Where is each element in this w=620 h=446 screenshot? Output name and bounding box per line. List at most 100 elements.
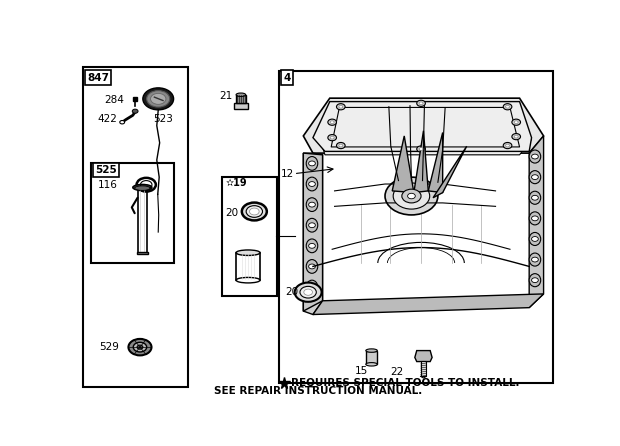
Circle shape	[128, 339, 151, 355]
Circle shape	[385, 177, 438, 215]
Bar	[236, 253, 260, 280]
Circle shape	[120, 120, 125, 124]
Circle shape	[531, 216, 538, 221]
Bar	[136, 252, 148, 254]
Text: 15: 15	[355, 366, 368, 376]
Circle shape	[417, 146, 425, 152]
Ellipse shape	[306, 219, 318, 232]
Circle shape	[419, 102, 423, 105]
Ellipse shape	[135, 186, 150, 190]
Circle shape	[337, 103, 345, 110]
Circle shape	[309, 223, 316, 227]
Circle shape	[531, 236, 538, 241]
Circle shape	[503, 103, 512, 110]
Text: 523: 523	[153, 115, 174, 124]
Bar	[91, 163, 174, 263]
Circle shape	[531, 257, 538, 262]
Polygon shape	[303, 153, 322, 314]
Text: REQUIRES SPECIAL TOOLS TO INSTALL.: REQUIRES SPECIAL TOOLS TO INSTALL.	[291, 377, 520, 388]
Bar	[236, 95, 246, 103]
Circle shape	[309, 182, 316, 186]
Text: eReplacementParts.com: eReplacementParts.com	[241, 229, 394, 242]
Circle shape	[309, 161, 316, 166]
Circle shape	[512, 133, 521, 140]
Bar	[83, 67, 188, 387]
Circle shape	[328, 119, 337, 125]
Text: 20: 20	[226, 208, 239, 218]
Text: 284: 284	[104, 95, 124, 105]
Ellipse shape	[366, 363, 378, 366]
Circle shape	[531, 154, 538, 159]
Ellipse shape	[306, 198, 318, 211]
Circle shape	[417, 100, 425, 107]
Circle shape	[246, 206, 262, 217]
Circle shape	[137, 345, 143, 349]
Circle shape	[514, 121, 518, 124]
Ellipse shape	[133, 184, 152, 190]
Circle shape	[407, 193, 415, 199]
Ellipse shape	[529, 171, 541, 184]
Circle shape	[531, 175, 538, 180]
Polygon shape	[433, 146, 467, 198]
Polygon shape	[303, 98, 544, 153]
Circle shape	[393, 183, 430, 209]
Ellipse shape	[529, 253, 541, 266]
Circle shape	[249, 208, 259, 215]
Text: 529: 529	[100, 342, 120, 352]
Circle shape	[503, 142, 512, 149]
Circle shape	[506, 144, 510, 147]
Circle shape	[330, 136, 334, 139]
Circle shape	[506, 105, 510, 108]
Text: 12: 12	[281, 169, 294, 179]
Circle shape	[337, 142, 345, 149]
Polygon shape	[428, 132, 443, 193]
Bar	[222, 177, 277, 296]
Circle shape	[402, 189, 421, 203]
Polygon shape	[313, 102, 531, 151]
Circle shape	[132, 109, 138, 113]
Text: 422: 422	[98, 115, 118, 124]
Circle shape	[512, 119, 521, 125]
Text: 22: 22	[390, 367, 403, 377]
Polygon shape	[320, 106, 531, 155]
Polygon shape	[313, 294, 544, 314]
Bar	[234, 103, 248, 109]
Text: 21: 21	[219, 91, 232, 101]
Ellipse shape	[306, 280, 318, 294]
Circle shape	[147, 91, 170, 107]
Text: 116: 116	[98, 180, 118, 190]
Ellipse shape	[236, 250, 260, 256]
Text: 20: 20	[286, 287, 299, 297]
Circle shape	[133, 343, 147, 352]
Polygon shape	[303, 153, 322, 311]
Circle shape	[419, 148, 423, 150]
Circle shape	[242, 202, 267, 220]
Bar	[279, 70, 553, 383]
Circle shape	[531, 278, 538, 283]
Ellipse shape	[529, 212, 541, 225]
Ellipse shape	[529, 191, 541, 204]
Circle shape	[143, 88, 174, 110]
Ellipse shape	[306, 239, 318, 253]
Circle shape	[339, 144, 343, 147]
Circle shape	[300, 286, 316, 298]
Text: 525: 525	[95, 165, 117, 174]
Ellipse shape	[366, 349, 378, 352]
Circle shape	[328, 135, 337, 141]
Circle shape	[151, 93, 166, 104]
Circle shape	[309, 244, 316, 248]
Circle shape	[514, 135, 518, 138]
Ellipse shape	[236, 277, 260, 283]
Polygon shape	[392, 136, 414, 193]
Circle shape	[309, 264, 316, 269]
Polygon shape	[415, 351, 432, 362]
Text: 4: 4	[283, 73, 291, 83]
Circle shape	[339, 105, 343, 108]
Text: 847: 847	[87, 73, 109, 83]
Circle shape	[309, 202, 316, 207]
Circle shape	[304, 289, 312, 295]
Ellipse shape	[529, 274, 541, 287]
Text: ✫19: ✫19	[226, 178, 247, 188]
Polygon shape	[529, 136, 544, 308]
Bar	[420, 361, 427, 376]
